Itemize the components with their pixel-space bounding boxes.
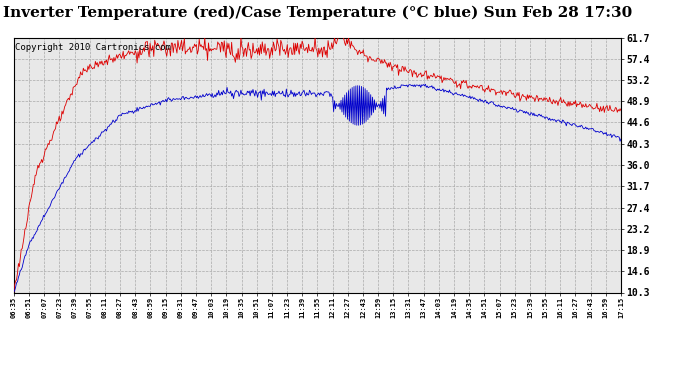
Text: Inverter Temperature (red)/Case Temperature (°C blue) Sun Feb 28 17:30: Inverter Temperature (red)/Case Temperat… [3, 6, 632, 20]
Text: Copyright 2010 Cartronics.com: Copyright 2010 Cartronics.com [15, 43, 171, 52]
